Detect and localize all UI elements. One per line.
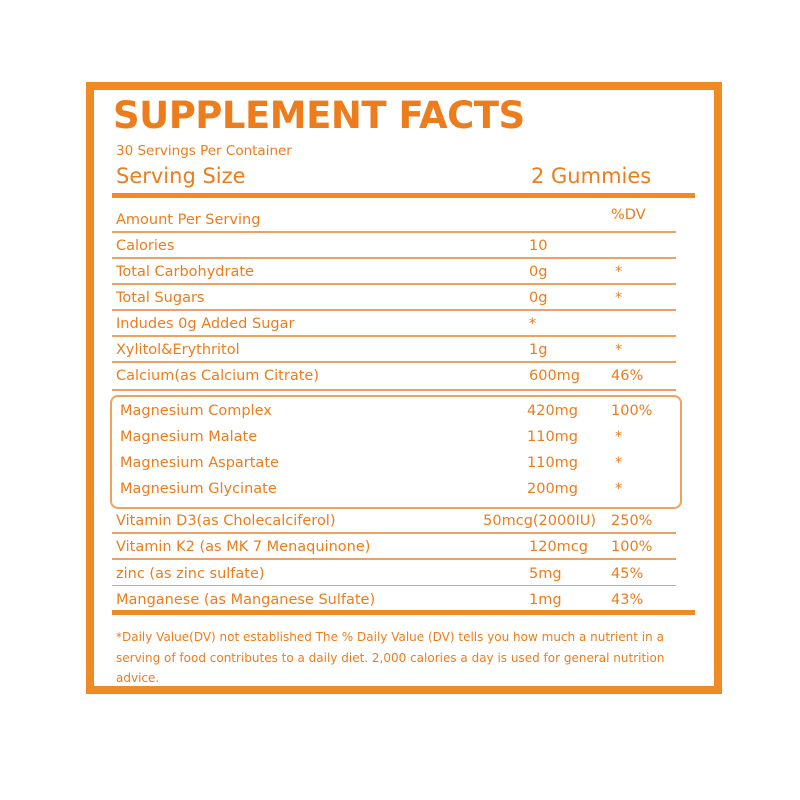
nutrient-name: Indudes 0g Added Sugar bbox=[116, 316, 295, 332]
nutrient-amount: 110mg bbox=[527, 455, 579, 471]
daily-value: 46% bbox=[611, 368, 644, 384]
nutrient-name: Magnesium Complex bbox=[120, 403, 272, 419]
daily-value: 250% bbox=[611, 513, 653, 529]
daily-value: 100% bbox=[611, 539, 653, 556]
row-line bbox=[112, 283, 676, 285]
nutrient-name: zinc (as zinc sulfate) bbox=[116, 565, 265, 582]
serving-size-value: 2 Gummies bbox=[531, 164, 652, 188]
daily-value: * bbox=[615, 455, 623, 471]
divider bbox=[112, 610, 695, 615]
daily-value: %DV bbox=[611, 207, 646, 223]
nutrient-amount: 120mcg bbox=[529, 539, 588, 556]
row-line bbox=[112, 532, 676, 534]
nutrient-amount: * bbox=[529, 316, 537, 332]
daily-value: * bbox=[615, 290, 623, 306]
row-line bbox=[112, 361, 676, 363]
nutrient-name: Vitamin K2 (as MK 7 Menaquinone) bbox=[116, 539, 371, 556]
label-frame bbox=[86, 82, 722, 694]
servings-per-container: 30 Servings Per Container bbox=[116, 143, 292, 159]
nutrient-name: Calcium(as Calcium Citrate) bbox=[116, 368, 319, 384]
nutrient-name: Magnesium Malate bbox=[120, 429, 258, 445]
nutrient-name: Amount Per Serving bbox=[116, 212, 261, 228]
row-line bbox=[112, 309, 676, 311]
nutrient-amount: 10 bbox=[529, 238, 548, 254]
nutrient-amount: 5mg bbox=[529, 565, 562, 582]
nutrient-name: Magnesium Aspartate bbox=[120, 455, 279, 471]
nutrient-amount: 1g bbox=[529, 342, 548, 358]
daily-value: 100% bbox=[611, 403, 653, 419]
nutrient-name: Calories bbox=[116, 238, 175, 254]
serving-size-label: Serving Size bbox=[116, 164, 246, 188]
nutrient-amount: 420mg bbox=[527, 403, 579, 419]
divider bbox=[112, 193, 695, 198]
nutrient-name: Vitamin D3(as Cholecalciferol) bbox=[116, 513, 336, 529]
daily-value: 43% bbox=[611, 591, 644, 608]
daily-value: 45% bbox=[611, 565, 644, 582]
row-line bbox=[112, 335, 676, 337]
nutrient-name: Magnesium Glycinate bbox=[120, 481, 277, 497]
nutrient-name: Total Carbohydrate bbox=[116, 264, 254, 280]
nutrient-amount: 200mg bbox=[527, 481, 579, 497]
nutrient-name: Total Sugars bbox=[116, 290, 205, 306]
nutrient-amount: 1mg bbox=[529, 591, 562, 608]
magnesium-box bbox=[110, 395, 682, 509]
daily-value: * bbox=[615, 342, 623, 358]
footnote: *Daily Value(DV) not established The % D… bbox=[116, 630, 665, 685]
daily-value: * bbox=[615, 481, 623, 497]
nutrient-amount: 110mg bbox=[527, 429, 579, 445]
row-line bbox=[112, 558, 676, 560]
row-line bbox=[112, 257, 676, 259]
nutrient-name: Manganese (as Manganese Sulfate) bbox=[116, 591, 376, 608]
nutrient-name: Xylitol&Erythritol bbox=[116, 342, 240, 358]
daily-value: * bbox=[615, 264, 623, 280]
nutrient-amount: 50mcg(2000IU) bbox=[483, 513, 596, 529]
row-line bbox=[112, 231, 676, 233]
nutrient-amount: 0g bbox=[529, 264, 548, 280]
nutrient-amount: 600mg bbox=[529, 368, 581, 384]
nutrient-amount: 0g bbox=[529, 290, 548, 306]
daily-value: * bbox=[615, 429, 623, 445]
title: SUPPLEMENT FACTS bbox=[113, 94, 525, 137]
row-line bbox=[112, 584, 676, 587]
row-line bbox=[112, 389, 676, 391]
